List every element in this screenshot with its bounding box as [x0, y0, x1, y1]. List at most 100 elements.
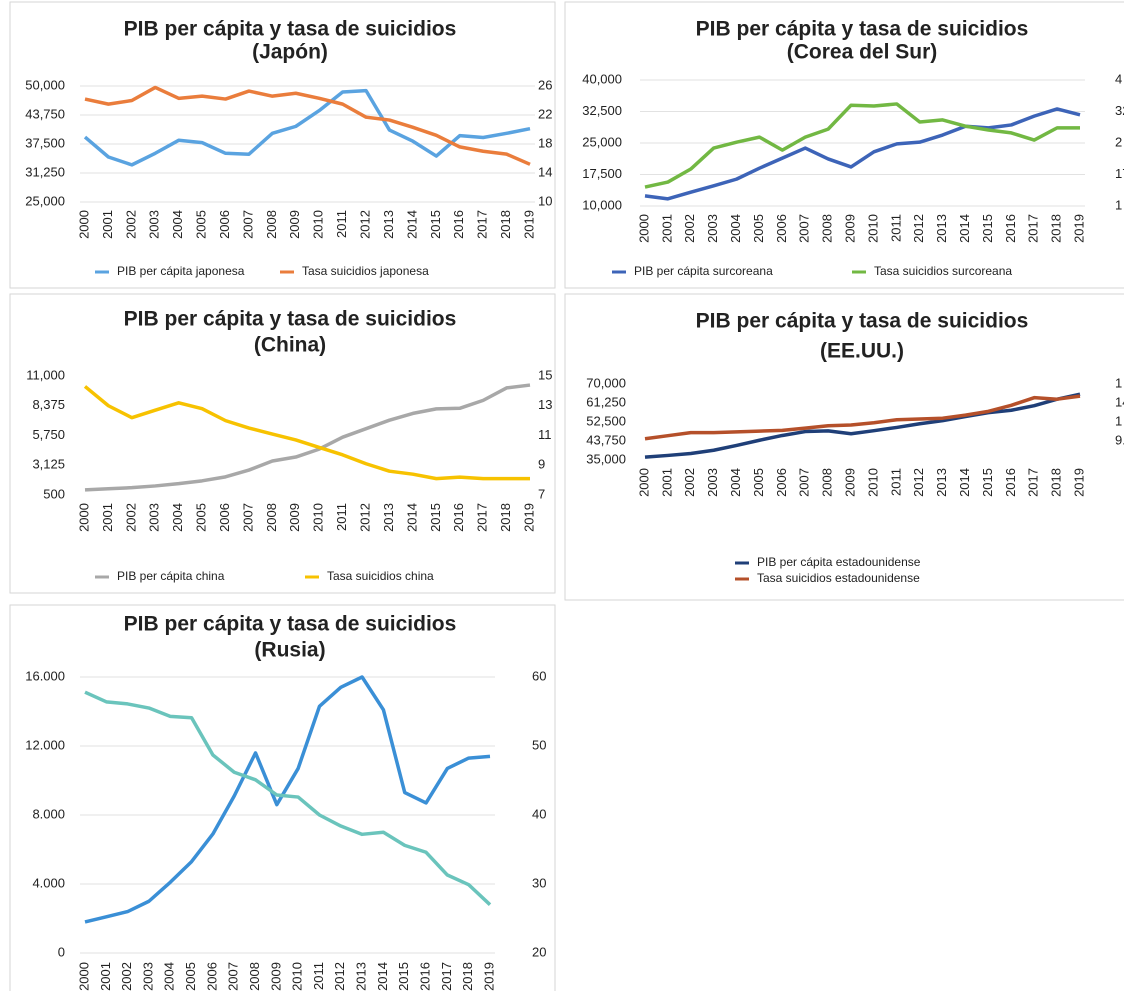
- y-tick-label: 1: [1115, 197, 1122, 212]
- y-tick-label: 25,000: [25, 193, 65, 208]
- x-tick-label: 2011: [334, 503, 349, 531]
- y-tick-label: 40: [532, 806, 546, 821]
- chart-panel: PIB per cápita y tasa de suicidios(Japón…: [9, 1, 556, 289]
- x-tick-label: 2004: [170, 503, 185, 532]
- chart-title: PIB per cápita y tasa de suicidios: [124, 18, 457, 41]
- x-tick-label: 2008: [264, 210, 279, 239]
- x-tick-label: 2016: [451, 503, 466, 532]
- x-tick-label: 2005: [183, 962, 198, 991]
- y-tick-label: 43,750: [586, 432, 626, 447]
- x-tick-label: 2010: [311, 210, 326, 239]
- y-tick-label: 31,250: [25, 164, 65, 179]
- x-tick-label: 2017: [439, 962, 454, 991]
- chart-title: PIB per cápita y tasa de suicidios: [696, 18, 1029, 41]
- series-line: [83, 88, 531, 167]
- x-tick-label: 2018: [1049, 214, 1064, 243]
- x-tick-label: 2008: [820, 214, 835, 243]
- y-tick-label: 5,750: [32, 427, 65, 442]
- legend-label: Tasa suicidios estadounidense: [757, 571, 920, 585]
- x-tick-label: 2016: [1003, 214, 1018, 243]
- x-tick-label: 2014: [375, 962, 390, 991]
- x-tick-label: 2009: [287, 210, 302, 239]
- x-tick-label: 2015: [980, 214, 995, 243]
- panel-frame: [564, 293, 1124, 601]
- y-tick-label: 25,000: [582, 134, 622, 149]
- y-tick-label: 35,000: [586, 451, 626, 466]
- x-tick-label: 2003: [147, 503, 162, 532]
- y-tick-label: 17.: [1115, 166, 1124, 181]
- x-tick-label: 2004: [728, 214, 743, 243]
- x-tick-label: 2002: [682, 468, 697, 497]
- legend-label: Tasa suicidios japonesa: [302, 264, 429, 278]
- x-tick-label: 2000: [636, 468, 651, 497]
- y-tick-label: 3,125: [32, 457, 65, 472]
- x-tick-label: 2017: [475, 503, 490, 532]
- x-tick-label: 2011: [888, 214, 903, 242]
- series-line: [84, 690, 492, 906]
- y-tick-label: 17,500: [582, 166, 622, 181]
- x-tick-label: 2013: [934, 214, 949, 243]
- y-tick-label: 1: [1115, 375, 1122, 390]
- y-tick-label: 10: [538, 193, 552, 208]
- x-tick-label: 2016: [451, 210, 466, 239]
- y-tick-label: 50,000: [25, 77, 65, 92]
- x-tick-label: 2008: [264, 503, 279, 532]
- x-tick-label: 2018: [498, 210, 513, 239]
- x-tick-label: 2009: [842, 214, 857, 243]
- legend-label: PIB per cápita surcoreana: [634, 264, 773, 278]
- x-tick-label: 2008: [820, 468, 835, 497]
- x-tick-label: 2001: [98, 962, 113, 991]
- x-tick-label: 2001: [100, 503, 115, 532]
- y-tick-label: 30: [532, 875, 546, 890]
- panel-frame: [9, 293, 556, 594]
- x-tick-label: 2007: [797, 468, 812, 497]
- x-tick-label: 2013: [381, 503, 396, 532]
- x-tick-label: 2013: [934, 468, 949, 497]
- x-tick-label: 2015: [428, 503, 443, 532]
- y-tick-label: 0: [58, 944, 65, 959]
- legend-label: PIB per cápita estadounidense: [757, 555, 921, 569]
- x-tick-label: 2013: [354, 962, 369, 991]
- x-tick-label: 2011: [311, 962, 326, 990]
- x-tick-label: 2006: [217, 210, 232, 239]
- y-tick-label: 15: [538, 367, 552, 382]
- y-tick-label: 11,000: [26, 367, 65, 382]
- chart-panel: PIB per cápita y tasa de suicidios(Corea…: [564, 1, 1124, 289]
- x-tick-label: 2014: [404, 210, 419, 239]
- y-tick-label: 70,000: [586, 375, 626, 390]
- x-tick-label: 2005: [751, 214, 766, 243]
- x-tick-label: 2014: [957, 468, 972, 497]
- series-line: [644, 392, 1081, 459]
- x-tick-label: 2002: [119, 962, 134, 991]
- y-tick-label: 32.: [1115, 103, 1124, 118]
- y-tick-label: 12.000: [25, 737, 65, 752]
- x-tick-label: 2016: [417, 962, 432, 991]
- y-tick-label: 4: [1115, 71, 1122, 86]
- x-tick-label: 2001: [659, 468, 674, 497]
- x-tick-label: 2017: [1026, 468, 1041, 497]
- chart-subtitle: (Rusia): [254, 639, 325, 662]
- legend-label: Tasa suicidios china: [327, 569, 434, 583]
- x-tick-label: 2007: [797, 214, 812, 243]
- y-tick-label: 1: [1115, 413, 1122, 428]
- series-line: [84, 675, 491, 924]
- y-tick-label: 18: [538, 135, 552, 150]
- x-tick-label: 2009: [268, 962, 283, 991]
- y-tick-label: 13: [538, 397, 552, 412]
- y-tick-label: 8.000: [32, 806, 65, 821]
- x-tick-label: 2019: [481, 962, 496, 991]
- x-tick-label: 2010: [865, 468, 880, 497]
- panel-frame: [9, 1, 556, 289]
- x-tick-label: 2011: [334, 210, 349, 238]
- y-tick-label: 40,000: [582, 71, 622, 86]
- y-tick-label: 43,750: [25, 106, 65, 121]
- y-tick-label: 16.000: [25, 668, 65, 683]
- y-tick-label: 500: [43, 486, 65, 501]
- x-tick-label: 2017: [1026, 214, 1041, 243]
- chart-subtitle: (Japón): [252, 41, 328, 64]
- x-tick-label: 2000: [76, 210, 91, 239]
- y-tick-label: 9.: [1115, 432, 1124, 447]
- x-tick-label: 2006: [217, 503, 232, 532]
- y-tick-label: 50: [532, 737, 546, 752]
